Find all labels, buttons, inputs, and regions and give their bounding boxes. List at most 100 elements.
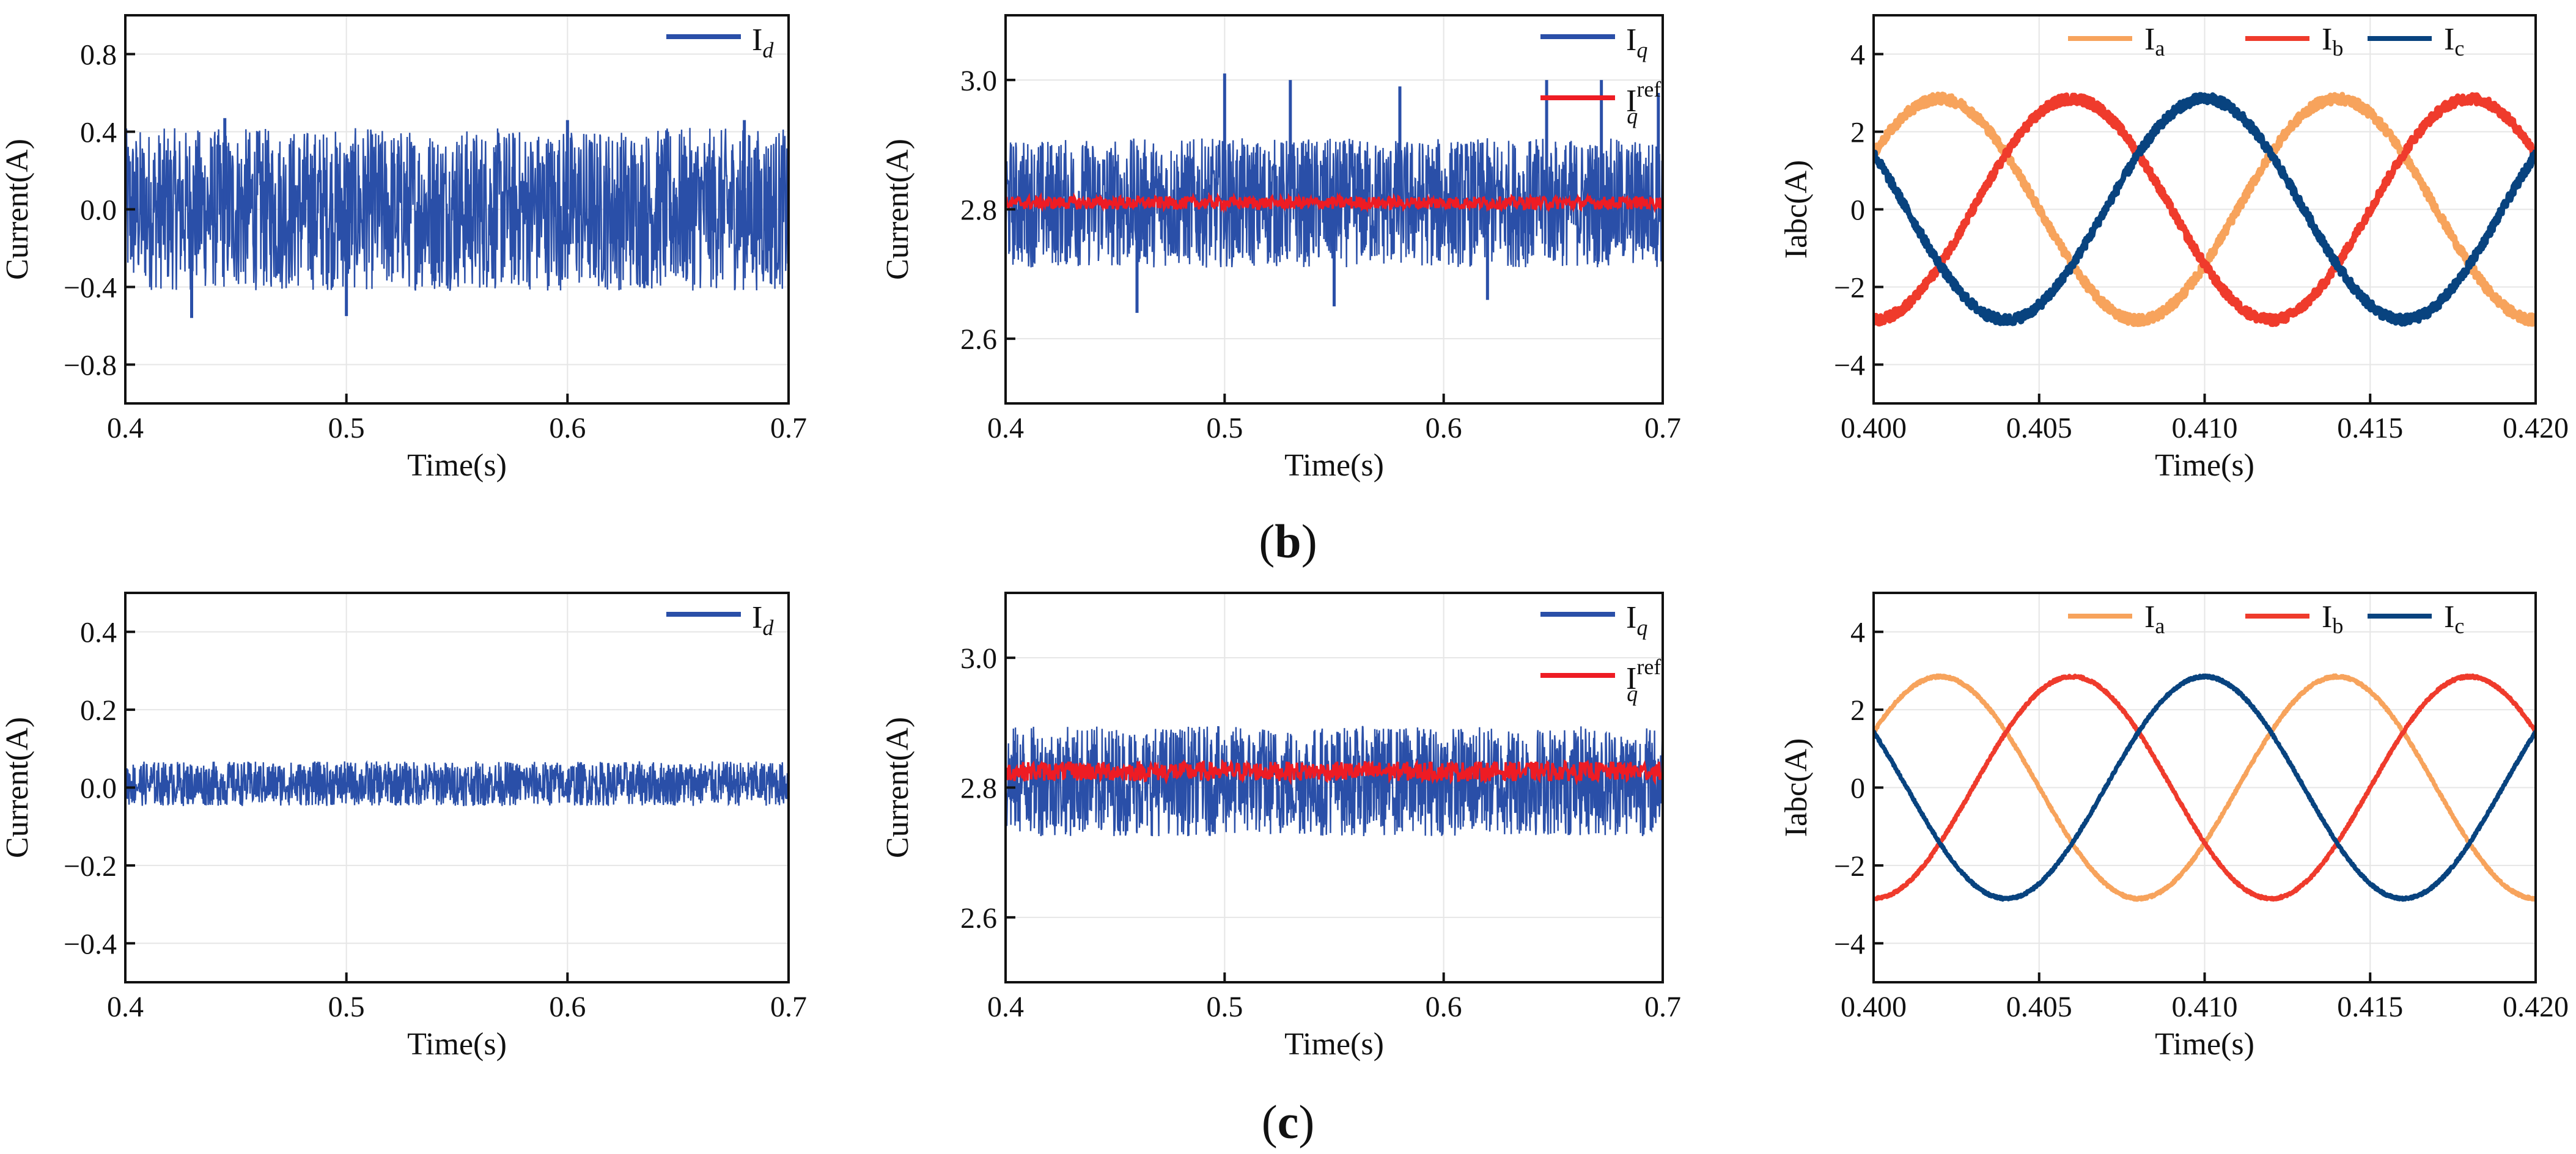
x-axis-label: Time(s) xyxy=(2155,448,2254,483)
x-tick-label: 0.6 xyxy=(549,991,586,1023)
x-tick-label: 0.7 xyxy=(1644,991,1681,1023)
legend-entry: Iq xyxy=(1626,600,1647,640)
y-tick-label: 2 xyxy=(1850,117,1865,149)
y-axis-label: Current(A) xyxy=(0,139,35,280)
x-axis-label: Time(s) xyxy=(1284,448,1384,483)
legend-subscript: b xyxy=(2332,36,2343,61)
legend: Iq Iref q xyxy=(1540,600,1661,706)
legend-entry: Ic xyxy=(2444,600,2464,638)
panel-c-id: 0.4 0.5 0.6 0.7 −0.4 −0.2 0.0 0.2 0.4 Time(s) Curr… xyxy=(0,592,807,1062)
legend: Id xyxy=(666,23,774,62)
plot-area xyxy=(1874,91,2536,328)
x-tick-label: 0.5 xyxy=(328,991,365,1023)
y-axis-label: Current(A) xyxy=(880,139,915,280)
x-tick-label: 0.7 xyxy=(770,991,807,1023)
caption-c-letter: c xyxy=(1278,1095,1299,1148)
x-tick-label: 0.420 xyxy=(2503,991,2569,1023)
series-Ib-line xyxy=(1874,673,2536,902)
y-tick-label: 0.0 xyxy=(80,194,117,227)
legend-subscript: d xyxy=(762,38,774,62)
legend-entry: Ia xyxy=(2144,600,2165,638)
series-Iq-ref-line xyxy=(1006,191,1663,214)
legend-entry: Iq xyxy=(1626,23,1647,62)
legend: Id xyxy=(666,600,774,640)
legend-entry: Id xyxy=(752,23,774,62)
y-tick-label: 2.8 xyxy=(960,773,997,805)
plot-area xyxy=(1006,73,1663,313)
y-tick-label: 0 xyxy=(1850,194,1865,227)
legend-subscript: c xyxy=(2454,36,2464,61)
legend-entry: Ia xyxy=(2144,22,2165,61)
legend-entry: Id xyxy=(752,600,774,640)
y-tick-label: 2 xyxy=(1850,694,1865,727)
y-tick-label: 0.4 xyxy=(80,617,117,649)
series-Ib-line xyxy=(1874,92,2536,328)
caption-b: (b) xyxy=(1259,515,1317,568)
x-tick-label: 0.410 xyxy=(2172,412,2238,444)
x-tick-label: 0.5 xyxy=(1206,412,1243,444)
x-axis-label: Time(s) xyxy=(2155,1027,2254,1062)
y-tick-label: −0.8 xyxy=(64,350,117,382)
caption-b-letter: b xyxy=(1275,515,1301,568)
y-axis-label: Current(A) xyxy=(0,717,35,858)
plot-area xyxy=(1006,726,1663,837)
series-Id-line xyxy=(125,760,789,807)
y-axis-label: Iabc(A) xyxy=(1779,738,1814,837)
legend-subscript: q xyxy=(1627,104,1638,128)
legend-subscript: q xyxy=(1636,38,1647,62)
x-tick-label: 0.7 xyxy=(1644,412,1681,444)
y-tick-label: 2.6 xyxy=(960,902,997,935)
panel-c-iq: 0.4 0.5 0.6 0.7 2.6 2.8 3.0 Time(s) Current(A) Iq… xyxy=(880,592,1681,1062)
y-tick-label: 2.6 xyxy=(960,323,997,356)
legend-entry: Ib xyxy=(2322,22,2343,61)
y-tick-label: 4 xyxy=(1850,617,1865,649)
y-tick-label: 3.0 xyxy=(960,65,997,97)
legend-entry: Ic xyxy=(2444,22,2464,61)
y-tick-label: 2.8 xyxy=(960,194,997,227)
chart-panels: 0.4 0.5 0.6 0.7 −0.8 −0.4 0.0 0.4 0.8 Time(s) Curr… xyxy=(0,14,2569,1062)
y-tick-label: 0.4 xyxy=(80,117,117,149)
y-tick-label: 4 xyxy=(1850,39,1865,72)
series-Iq-line xyxy=(1006,726,1663,837)
legend-subscript: q xyxy=(1636,616,1647,640)
legend-subscript: c xyxy=(2454,614,2464,638)
x-tick-label: 0.4 xyxy=(107,991,144,1023)
x-axis-label: Time(s) xyxy=(407,448,507,483)
legend-subscript: d xyxy=(762,616,774,640)
panel-b-iq: 0.4 0.5 0.6 0.7 2.6 2.8 3.0 Time(s) Current(A) Iq… xyxy=(880,14,1681,483)
plot-area xyxy=(125,118,789,318)
x-tick-label: 0.405 xyxy=(2006,412,2072,444)
y-axis-label: Current(A) xyxy=(880,717,915,858)
x-tick-label: 0.405 xyxy=(2006,991,2072,1023)
panel-b-id: 0.4 0.5 0.6 0.7 −0.8 −0.4 0.0 0.4 0.8 Time(s) Curr… xyxy=(0,14,807,483)
series-Ic-line xyxy=(1874,673,2536,902)
plot-area xyxy=(125,760,789,807)
legend-entry: Iref q xyxy=(1626,655,1661,706)
x-tick-label: 0.4 xyxy=(987,412,1024,444)
legend: Ia Ib Ic xyxy=(2068,22,2464,61)
legend-entry: Iref q xyxy=(1626,77,1661,128)
x-tick-label: 0.5 xyxy=(328,412,365,444)
x-tick-label: 0.6 xyxy=(1426,412,1462,444)
legend-subscript: q xyxy=(1627,682,1638,706)
y-tick-label: −0.2 xyxy=(64,850,117,883)
legend-subscript: a xyxy=(2155,614,2165,638)
y-tick-label: −0.4 xyxy=(64,928,117,960)
legend-superscript: ref xyxy=(1636,77,1661,101)
legend-subscript: b xyxy=(2332,614,2343,638)
y-tick-label: 3.0 xyxy=(960,642,997,675)
y-axis-label: Iabc(A) xyxy=(1779,160,1814,259)
x-tick-label: 0.6 xyxy=(1426,991,1462,1023)
legend: Ia Ib Ic xyxy=(2068,600,2464,638)
x-tick-label: 0.415 xyxy=(2337,991,2403,1023)
x-tick-label: 0.5 xyxy=(1206,991,1243,1023)
x-axis-label: Time(s) xyxy=(407,1027,507,1062)
legend-entry: Ib xyxy=(2322,600,2343,638)
plot-area xyxy=(1874,673,2536,902)
y-tick-label: −2 xyxy=(1834,272,1865,304)
panel-c-iabc: 0.400 0.405 0.410 0.415 0.420 −4 −2 0 2 4 Time(s) I… xyxy=(1779,592,2569,1062)
y-tick-label: −4 xyxy=(1834,350,1865,382)
y-tick-label: −0.4 xyxy=(64,272,117,304)
x-tick-label: 0.4 xyxy=(987,991,1024,1023)
